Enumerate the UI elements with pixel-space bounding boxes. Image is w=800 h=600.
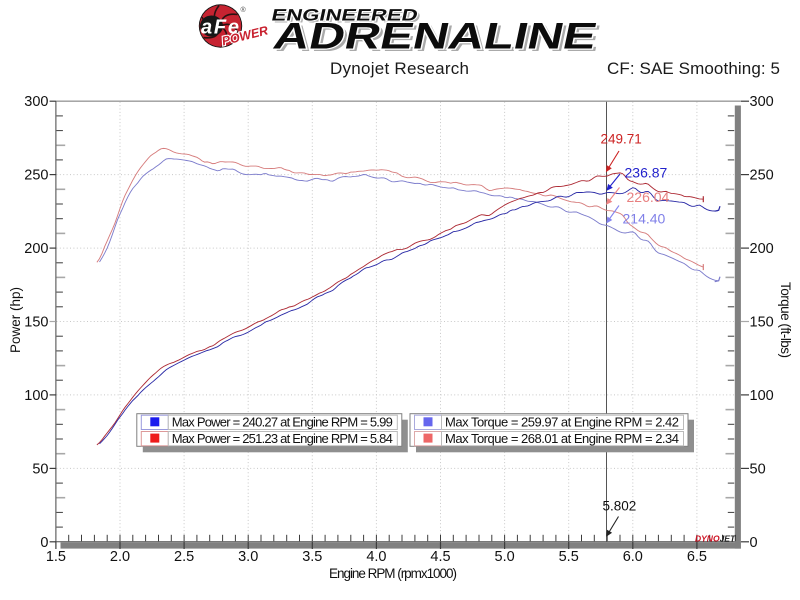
svg-text:5.802: 5.802 bbox=[603, 499, 637, 514]
svg-text:200: 200 bbox=[24, 241, 48, 257]
svg-text:250: 250 bbox=[24, 168, 48, 184]
svg-text:5.0: 5.0 bbox=[495, 549, 515, 565]
svg-text:200: 200 bbox=[750, 241, 774, 257]
svg-text:2.5: 2.5 bbox=[174, 549, 194, 565]
svg-text:CF: SAE Smoothing: 5: CF: SAE Smoothing: 5 bbox=[607, 59, 780, 78]
svg-text:Torque (ft-lbs): Torque (ft-lbs) bbox=[778, 282, 793, 358]
svg-text:®: ® bbox=[241, 6, 247, 14]
svg-text:Engine RPM (rpmx1000): Engine RPM (rpmx1000) bbox=[329, 566, 457, 581]
svg-text:249.71: 249.71 bbox=[601, 132, 642, 147]
svg-text:Max Torque = 259.97 at Engine: Max Torque = 259.97 at Engine RPM = 2.42 bbox=[445, 414, 679, 429]
svg-text:DYNOJET: DYNOJET bbox=[695, 534, 736, 544]
svg-text:ADRENALINE: ADRENALINE bbox=[270, 15, 601, 57]
svg-text:2.0: 2.0 bbox=[110, 549, 130, 565]
svg-text:Dynojet Research: Dynojet Research bbox=[330, 59, 469, 78]
svg-text:ENGINEERED: ENGINEERED bbox=[270, 6, 420, 25]
svg-text:226.04: 226.04 bbox=[627, 189, 670, 205]
svg-text:Max Power = 251.23 at Engine R: Max Power = 251.23 at Engine RPM = 5.84 bbox=[172, 431, 393, 446]
svg-text:ADRENALINE: ADRENALINE bbox=[273, 17, 604, 59]
svg-text:3.0: 3.0 bbox=[238, 549, 258, 565]
svg-text:300: 300 bbox=[750, 94, 774, 110]
svg-text:Max Power = 240.27 at Engine R: Max Power = 240.27 at Engine RPM = 5.99 bbox=[172, 414, 393, 429]
svg-text:ENGINEERED: ENGINEERED bbox=[272, 8, 422, 27]
svg-text:1.5: 1.5 bbox=[46, 549, 66, 565]
svg-text:150: 150 bbox=[750, 315, 774, 331]
svg-text:6.0: 6.0 bbox=[623, 549, 643, 565]
svg-text:6.5: 6.5 bbox=[687, 549, 707, 565]
svg-text:aFe: aFe bbox=[201, 17, 239, 39]
svg-text:0: 0 bbox=[40, 535, 48, 551]
svg-text:150: 150 bbox=[24, 315, 48, 331]
svg-text:3.5: 3.5 bbox=[302, 549, 322, 565]
svg-text:50: 50 bbox=[750, 461, 766, 477]
svg-text:0: 0 bbox=[750, 535, 758, 551]
svg-text:214.40: 214.40 bbox=[623, 211, 666, 227]
svg-text:Power (hp): Power (hp) bbox=[8, 287, 23, 353]
svg-text:Max Torque = 268.01 at Engine: Max Torque = 268.01 at Engine RPM = 2.34 bbox=[445, 431, 679, 446]
svg-text:236.87: 236.87 bbox=[625, 165, 668, 181]
svg-text:4.5: 4.5 bbox=[430, 549, 450, 565]
svg-text:250: 250 bbox=[750, 168, 774, 184]
svg-text:4.0: 4.0 bbox=[366, 549, 386, 565]
svg-text:5.5: 5.5 bbox=[559, 549, 579, 565]
svg-text:100: 100 bbox=[24, 388, 48, 404]
svg-text:100: 100 bbox=[750, 388, 774, 404]
svg-text:300: 300 bbox=[24, 94, 48, 110]
svg-text:50: 50 bbox=[32, 461, 48, 477]
